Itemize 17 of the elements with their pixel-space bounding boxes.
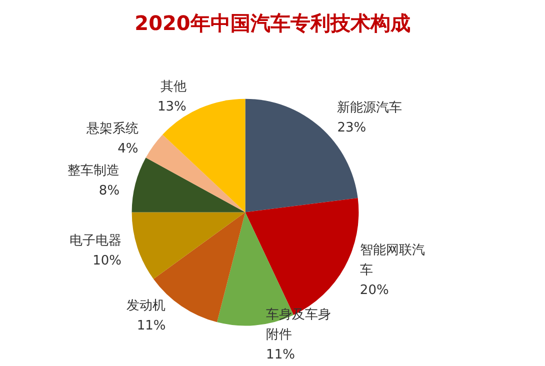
- data-label: 20%: [360, 283, 389, 298]
- slice-label: 电子电器: [70, 234, 122, 249]
- data-label: 23%: [337, 120, 366, 136]
- slice-label: 智能网联汽车: [360, 243, 425, 278]
- slice-label: 悬架系统: [85, 122, 138, 137]
- data-label: 8%: [98, 184, 120, 199]
- data-label: 10%: [92, 254, 122, 269]
- slice-label: 车身及车身附件: [266, 308, 332, 342]
- slice-label: 发动机: [126, 298, 166, 314]
- chart-title: 2020年中国汽车专利技术构成: [134, 11, 410, 35]
- data-label: 4%: [118, 142, 138, 157]
- data-label: 13%: [158, 100, 186, 115]
- data-label: 11%: [266, 348, 295, 362]
- data-label: 11%: [136, 318, 166, 334]
- slice-label: 整车制造: [68, 164, 120, 179]
- slice-label: 其他: [160, 80, 186, 95]
- slice-label: 新能源汽车: [337, 100, 402, 116]
